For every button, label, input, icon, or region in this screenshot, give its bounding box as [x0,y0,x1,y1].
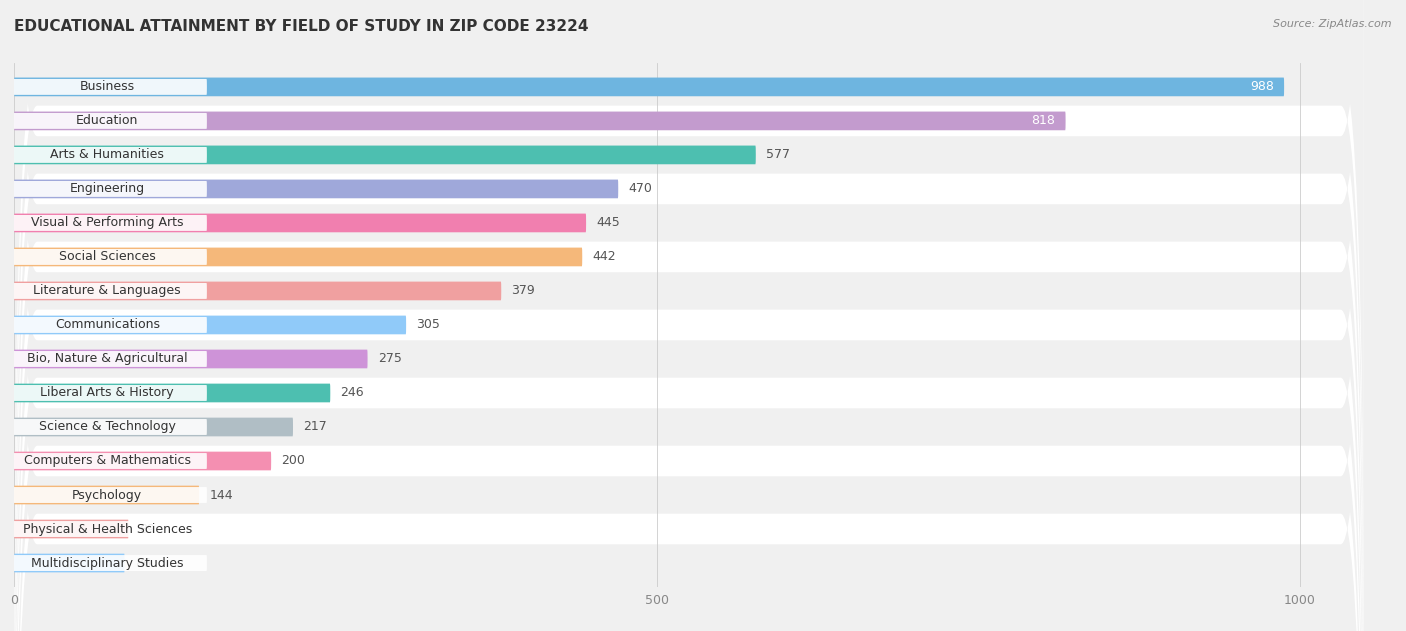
Text: 445: 445 [596,216,620,230]
Text: 577: 577 [766,148,790,162]
Text: 144: 144 [209,488,233,502]
FancyBboxPatch shape [7,351,207,367]
FancyBboxPatch shape [14,146,756,164]
FancyBboxPatch shape [7,317,207,333]
Text: 442: 442 [592,251,616,264]
FancyBboxPatch shape [14,0,1364,631]
Text: Multidisciplinary Studies: Multidisciplinary Studies [31,557,184,570]
Text: Visual & Performing Arts: Visual & Performing Arts [31,216,184,230]
Text: 379: 379 [512,285,536,297]
FancyBboxPatch shape [7,419,207,435]
FancyBboxPatch shape [7,487,207,503]
FancyBboxPatch shape [14,0,1364,631]
FancyBboxPatch shape [14,0,1364,631]
Text: 200: 200 [281,454,305,468]
FancyBboxPatch shape [14,0,1364,631]
FancyBboxPatch shape [14,0,1364,631]
FancyBboxPatch shape [14,78,1284,97]
FancyBboxPatch shape [14,0,1364,631]
FancyBboxPatch shape [7,521,207,537]
FancyBboxPatch shape [7,249,207,265]
Text: Education: Education [76,114,138,127]
Text: 89: 89 [139,522,155,536]
Text: 305: 305 [416,319,440,331]
Text: Literature & Languages: Literature & Languages [34,285,181,297]
Text: Physical & Health Sciences: Physical & Health Sciences [22,522,191,536]
Text: Psychology: Psychology [72,488,142,502]
Text: Engineering: Engineering [70,182,145,196]
FancyBboxPatch shape [14,0,1364,631]
Text: 217: 217 [304,420,328,433]
FancyBboxPatch shape [14,384,330,403]
FancyBboxPatch shape [14,0,1364,631]
Text: Bio, Nature & Agricultural: Bio, Nature & Agricultural [27,353,187,365]
FancyBboxPatch shape [14,213,586,232]
FancyBboxPatch shape [14,0,1364,631]
Text: Liberal Arts & History: Liberal Arts & History [41,386,174,399]
Text: EDUCATIONAL ATTAINMENT BY FIELD OF STUDY IN ZIP CODE 23224: EDUCATIONAL ATTAINMENT BY FIELD OF STUDY… [14,19,589,34]
FancyBboxPatch shape [14,452,271,470]
Text: 988: 988 [1250,80,1274,93]
FancyBboxPatch shape [14,180,619,198]
Text: Social Sciences: Social Sciences [59,251,156,264]
FancyBboxPatch shape [7,113,207,129]
FancyBboxPatch shape [7,215,207,231]
FancyBboxPatch shape [14,0,1364,631]
Text: Science & Technology: Science & Technology [39,420,176,433]
FancyBboxPatch shape [7,453,207,469]
Text: 818: 818 [1032,114,1056,127]
Text: Business: Business [80,80,135,93]
Text: Arts & Humanities: Arts & Humanities [51,148,165,162]
FancyBboxPatch shape [14,316,406,334]
FancyBboxPatch shape [7,79,207,95]
FancyBboxPatch shape [14,0,1364,631]
Text: 470: 470 [628,182,652,196]
FancyBboxPatch shape [7,181,207,197]
FancyBboxPatch shape [14,486,200,504]
FancyBboxPatch shape [14,350,367,369]
FancyBboxPatch shape [7,147,207,163]
FancyBboxPatch shape [14,0,1364,631]
FancyBboxPatch shape [14,553,125,572]
Text: Communications: Communications [55,319,160,331]
Text: Computers & Mathematics: Computers & Mathematics [24,454,191,468]
FancyBboxPatch shape [14,247,582,266]
FancyBboxPatch shape [7,385,207,401]
Text: 246: 246 [340,386,364,399]
FancyBboxPatch shape [14,418,292,437]
FancyBboxPatch shape [14,0,1364,631]
FancyBboxPatch shape [14,0,1364,631]
FancyBboxPatch shape [7,283,207,299]
FancyBboxPatch shape [14,520,128,538]
Text: 275: 275 [378,353,402,365]
FancyBboxPatch shape [14,281,502,300]
Text: Source: ZipAtlas.com: Source: ZipAtlas.com [1274,19,1392,29]
Text: 86: 86 [135,557,150,570]
FancyBboxPatch shape [14,112,1066,130]
FancyBboxPatch shape [14,0,1364,631]
FancyBboxPatch shape [7,555,207,571]
